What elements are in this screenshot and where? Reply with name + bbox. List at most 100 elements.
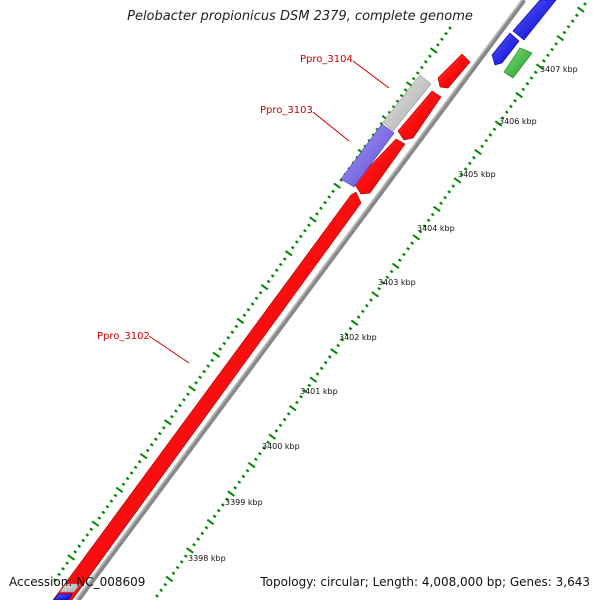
major-tick	[289, 404, 297, 412]
minor-tick	[246, 307, 251, 312]
minor-tick	[323, 200, 327, 205]
kbp-label: 3400 kbp	[262, 442, 300, 451]
minor-tick	[159, 588, 163, 593]
leader-ppro-3103	[312, 111, 350, 142]
minor-tick	[149, 443, 154, 447]
minor-tick	[254, 296, 259, 301]
minor-tick	[258, 290, 263, 295]
minor-tick	[113, 493, 118, 498]
minor-tick	[500, 116, 505, 120]
gene-blue-2[interactable]	[512, 0, 557, 41]
minor-tick	[315, 212, 319, 216]
backbone-line	[75, 0, 527, 600]
major-tick	[309, 376, 318, 383]
map-title: Pelobacter propionicus DSM 2379, complet…	[127, 9, 473, 24]
gene-ppro-3102[interactable]	[52, 191, 362, 600]
kbp-label: 3405 kbp	[458, 170, 496, 179]
minor-tick	[381, 281, 386, 285]
gene-ppro-3104[interactable]	[382, 74, 432, 132]
major-tick	[91, 520, 100, 527]
topology-text: Topology: circular; Length: 4,008,000 bp…	[260, 575, 590, 589]
minor-tick	[365, 303, 369, 308]
gene-forward-3[interactable]	[397, 90, 442, 141]
kbp-label: 3404 kbp	[417, 224, 455, 233]
accession-text: Accession: NC_008609	[9, 575, 146, 589]
major-tick	[268, 433, 277, 440]
minor-tick	[440, 37, 444, 42]
minor-tick	[360, 309, 365, 314]
minor-tick	[459, 172, 464, 177]
minor-tick	[423, 60, 428, 64]
minor-tick	[81, 538, 86, 543]
minor-tick	[278, 423, 283, 428]
label-ppro-3103[interactable]: Ppro_3103	[260, 105, 313, 116]
minor-tick	[574, 13, 579, 18]
gene-forward-2[interactable]	[353, 138, 406, 195]
major-tick	[494, 120, 503, 127]
minor-tick	[554, 42, 559, 46]
minor-tick	[161, 426, 166, 430]
minor-tick	[415, 71, 420, 75]
minor-tick	[570, 19, 575, 23]
major-tick	[412, 234, 421, 241]
minor-tick	[303, 389, 308, 393]
minor-tick	[175, 565, 180, 570]
minor-tick	[447, 190, 452, 194]
gene-ppro-3103[interactable]	[340, 123, 395, 188]
minor-tick	[472, 155, 476, 160]
major-tick	[556, 34, 565, 42]
minor-tick	[315, 372, 320, 376]
inner-tick-track	[155, 2, 587, 598]
minor-tick	[550, 47, 554, 52]
kbp-label: 3402 kbp	[339, 333, 377, 342]
minor-tick	[319, 366, 324, 371]
minor-tick	[226, 336, 231, 340]
minor-tick	[513, 98, 517, 103]
minor-tick	[262, 446, 266, 450]
minor-tick	[171, 571, 176, 576]
minor-tick	[427, 54, 432, 58]
label-ppro-3104[interactable]: Ppro_3104	[300, 54, 353, 65]
minor-tick	[216, 508, 221, 513]
major-tick	[309, 216, 317, 223]
minor-tick	[348, 326, 353, 331]
minor-tick	[174, 409, 178, 413]
minor-tick	[242, 313, 247, 318]
minor-tick	[266, 440, 270, 445]
gene-green-1[interactable]	[503, 47, 533, 79]
gene-bottom-blue[interactable]	[53, 593, 73, 600]
minor-tick	[200, 531, 205, 536]
minor-tick	[270, 274, 275, 278]
major-tick	[164, 419, 172, 426]
minor-tick	[418, 229, 423, 234]
minor-tick	[430, 212, 435, 217]
minor-tick	[336, 343, 340, 348]
label-ppro-3102[interactable]: Ppro_3102	[97, 331, 150, 342]
minor-tick	[109, 499, 114, 503]
minor-tick	[419, 65, 424, 70]
minor-tick	[410, 241, 415, 245]
minor-tick	[230, 330, 235, 334]
minor-tick	[385, 275, 390, 280]
minor-tick	[583, 2, 587, 6]
major-tick	[535, 63, 544, 70]
minor-tick	[178, 403, 182, 408]
minor-tick	[546, 53, 550, 58]
minor-tick	[97, 516, 102, 520]
minor-tick	[484, 138, 489, 143]
major-tick	[577, 6, 585, 13]
minor-tick	[179, 560, 184, 564]
minor-tick	[286, 412, 291, 416]
minor-tick	[186, 392, 190, 396]
major-tick	[115, 486, 124, 494]
minor-tick	[406, 246, 410, 251]
minor-tick	[403, 88, 408, 92]
gene-bottom-grey[interactable]	[59, 583, 81, 593]
gene-forward-4[interactable]	[437, 53, 471, 89]
major-tick	[333, 182, 341, 189]
minor-tick	[241, 474, 246, 479]
minor-tick	[319, 206, 323, 210]
minor-tick	[234, 324, 239, 329]
gene-blue-1[interactable]	[491, 32, 520, 66]
